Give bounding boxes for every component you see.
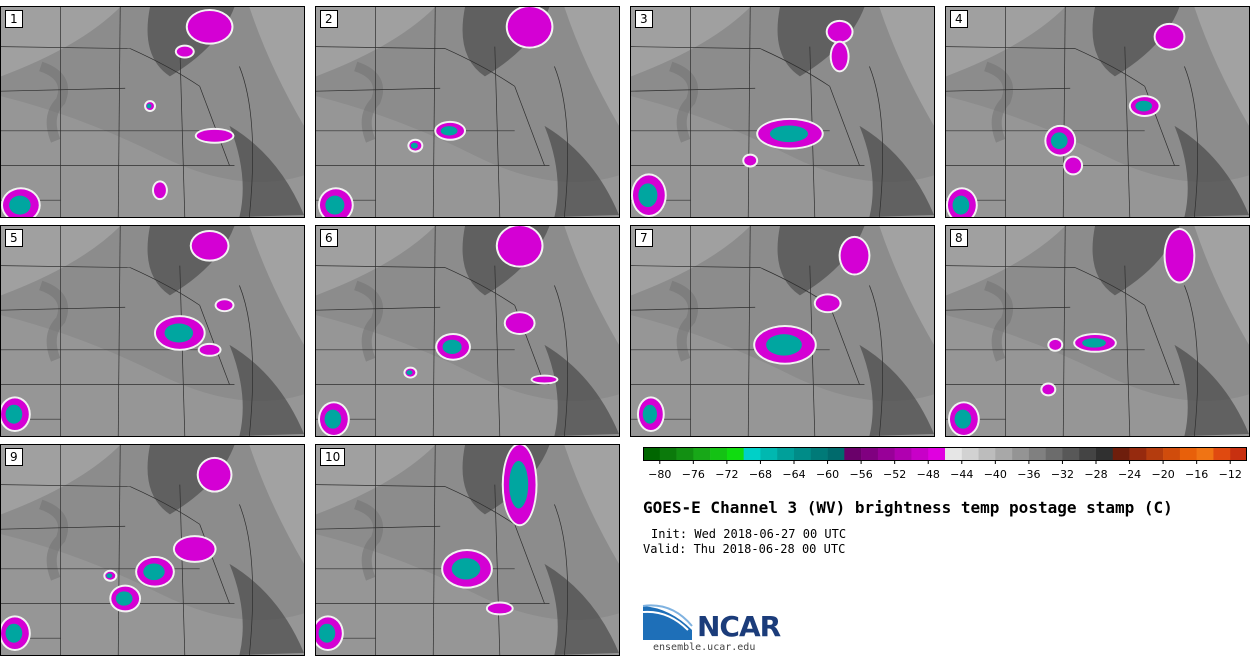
map-10 <box>316 445 619 655</box>
colorbar-swatch <box>1012 447 1029 461</box>
panel-5[interactable]: 5 <box>0 225 305 437</box>
map-2 <box>316 7 619 217</box>
colorbar-swatch <box>1062 447 1079 461</box>
panel-2[interactable]: 2 <box>315 6 620 218</box>
colorbar-swatch <box>1230 447 1247 461</box>
colorbar-swatch <box>777 447 794 461</box>
map-6 <box>316 226 619 436</box>
colorbar-tick-label: −68 <box>749 468 772 481</box>
colorbar-tick-label: −80 <box>648 468 671 481</box>
panel-label: 7 <box>635 229 653 247</box>
valid-time: Valid: Thu 2018-06-28 00 UTC <box>643 542 845 556</box>
panel-8[interactable]: 8 <box>945 225 1250 437</box>
colorbar-swatch <box>660 447 677 461</box>
colorbar-swatch <box>878 447 895 461</box>
colorbar-tick-label: −48 <box>917 468 940 481</box>
colorbar-swatch <box>844 447 861 461</box>
colorbar-swatch <box>693 447 710 461</box>
colorbar-swatch <box>1046 447 1063 461</box>
init-time: Init: Wed 2018-06-27 00 UTC <box>651 527 846 541</box>
colorbar-swatch <box>744 447 761 461</box>
colorbar-swatch <box>760 447 777 461</box>
panel-label: 1 <box>5 10 23 28</box>
panel-4[interactable]: 4 <box>945 6 1250 218</box>
colorbar-swatch <box>911 447 928 461</box>
colorbar-tick-label: −52 <box>883 468 906 481</box>
colorbar-swatch <box>1079 447 1096 461</box>
colorbar-swatch <box>1180 447 1197 461</box>
colorbar-tick-label: −16 <box>1185 468 1208 481</box>
colorbar-swatch <box>895 447 912 461</box>
colorbar-swatch <box>1163 447 1180 461</box>
colorbar-swatch <box>794 447 811 461</box>
panel-label: 5 <box>5 229 23 247</box>
colorbar-swatch <box>928 447 945 461</box>
colorbar-tick-label: −44 <box>950 468 973 481</box>
map-8 <box>946 226 1249 436</box>
colorbar-tick-label: −56 <box>850 468 873 481</box>
colorbar-tick-label: −20 <box>1152 468 1175 481</box>
colorbar-swatch <box>811 447 828 461</box>
colorbar-swatch <box>945 447 962 461</box>
colorbar: −80 −76 −72 −68 −64 −60 −56 −52 −48 −44 −40 −36 −32−… <box>643 447 1247 487</box>
map-3 <box>631 7 934 217</box>
colorbar-tick-label: −36 <box>1017 468 1040 481</box>
panel-label: 10 <box>320 448 345 466</box>
colorbar-swatch <box>1130 447 1147 461</box>
logo-url: ensemble.ucar.edu <box>653 642 755 653</box>
colorbar-tick-label: −76 <box>682 468 705 481</box>
colorbar-swatch <box>828 447 845 461</box>
colorbar-swatch <box>1197 447 1214 461</box>
panel-7[interactable]: 7 <box>630 225 935 437</box>
panel-9[interactable]: 9 <box>0 444 305 656</box>
colorbar-tick-label: −60 <box>816 468 839 481</box>
colorbar-swatch <box>979 447 996 461</box>
panel-label: 2 <box>320 10 338 28</box>
panel-label: 9 <box>5 448 23 466</box>
colorbar-tick-label: −40 <box>984 468 1007 481</box>
colorbar-tick-label: −32 <box>1051 468 1074 481</box>
panel-1[interactable]: 1 <box>0 6 305 218</box>
colorbar-swatch <box>710 447 727 461</box>
colorbar-swatch <box>995 447 1012 461</box>
map-4 <box>946 7 1249 217</box>
colorbar-swatch <box>677 447 694 461</box>
logo-wordmark: NCAR <box>697 610 780 643</box>
colorbar-swatch <box>1146 447 1163 461</box>
colorbar-swatch <box>1096 447 1113 461</box>
colorbar-swatch <box>1113 447 1130 461</box>
colorbar-tick-label: −12 <box>1219 468 1242 481</box>
map-9 <box>1 445 304 655</box>
map-7 <box>631 226 934 436</box>
panel-label: 8 <box>950 229 968 247</box>
panel-label: 3 <box>635 10 653 28</box>
panel-3[interactable]: 3 <box>630 6 935 218</box>
colorbar-swatch <box>727 447 744 461</box>
map-5 <box>1 226 304 436</box>
colorbar-tick-label: −28 <box>1084 468 1107 481</box>
panel-6[interactable]: 6 <box>315 225 620 437</box>
panel-label: 6 <box>320 229 338 247</box>
colorbar-tick-label: −24 <box>1118 468 1141 481</box>
panel-label: 4 <box>950 10 968 28</box>
colorbar-tick-label: −72 <box>715 468 738 481</box>
colorbar-swatch <box>643 447 660 461</box>
panel-10[interactable]: 10 <box>315 444 620 656</box>
colorbar-swatch <box>861 447 878 461</box>
colorbar-swatch <box>962 447 979 461</box>
colorbar-tick-label: −64 <box>782 468 805 481</box>
map-1 <box>1 7 304 217</box>
colorbar-swatch <box>1029 447 1046 461</box>
colorbar-swatch <box>1213 447 1230 461</box>
figure-title: GOES-E Channel 3 (WV) brightness temp po… <box>643 498 1173 517</box>
